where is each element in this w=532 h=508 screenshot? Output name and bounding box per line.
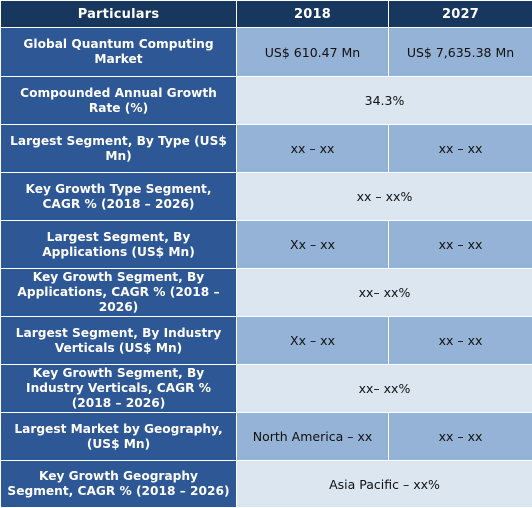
table-row: Largest Segment, By Type (US$ Mn) xx – x…: [1, 125, 532, 173]
row-label: Key Growth Geography Segment, CAGR % (20…: [1, 461, 237, 508]
row-label: Largest Segment, By Industry Verticals (…: [1, 317, 237, 365]
value-2027: xx – xx: [389, 317, 532, 365]
header-row: Particulars 2018 2027: [1, 1, 532, 28]
header-2027: 2027: [389, 1, 532, 28]
table-row: Compounded Annual Growth Rate (%) 34.3%: [1, 77, 532, 125]
merged-value: xx – xx%: [237, 173, 532, 221]
table-row: Largest Market by Geography, (US$ Mn) No…: [1, 413, 532, 461]
table-row: Key Growth Segment, By Applications, CAG…: [1, 269, 532, 317]
value-2018: Xx – xx: [237, 317, 389, 365]
value-2027: xx – xx: [389, 413, 532, 461]
header-particulars: Particulars: [1, 1, 237, 28]
merged-value: xx– xx%: [237, 365, 532, 413]
row-label: Key Growth Type Segment, CAGR % (2018 – …: [1, 173, 237, 221]
value-2018: US$ 610.47 Mn: [237, 28, 389, 77]
value-2027: US$ 7,635.38 Mn: [389, 28, 532, 77]
table-row: Key Growth Segment, By Industry Vertical…: [1, 365, 532, 413]
value-2018: North America – xx: [237, 413, 389, 461]
value-2018: xx – xx: [237, 125, 389, 173]
row-label: Key Growth Segment, By Industry Vertical…: [1, 365, 237, 413]
row-label: Largest Market by Geography, (US$ Mn): [1, 413, 237, 461]
header-2018: 2018: [237, 1, 389, 28]
value-2027: xx – xx: [389, 125, 532, 173]
merged-value: Asia Pacific – xx%: [237, 461, 532, 508]
table-row: Global Quantum Computing Market US$ 610.…: [1, 28, 532, 77]
value-2027: xx – xx: [389, 221, 532, 269]
value-2018: Xx – xx: [237, 221, 389, 269]
row-label: Key Growth Segment, By Applications, CAG…: [1, 269, 237, 317]
row-label: Global Quantum Computing Market: [1, 28, 237, 77]
merged-value: xx– xx%: [237, 269, 532, 317]
table-row: Largest Segment, By Applications (US$ Mn…: [1, 221, 532, 269]
row-label: Largest Segment, By Applications (US$ Mn…: [1, 221, 237, 269]
table-row: Key Growth Geography Segment, CAGR % (20…: [1, 461, 532, 508]
row-label: Compounded Annual Growth Rate (%): [1, 77, 237, 125]
merged-value: 34.3%: [237, 77, 532, 125]
table-row: Key Growth Type Segment, CAGR % (2018 – …: [1, 173, 532, 221]
row-label: Largest Segment, By Type (US$ Mn): [1, 125, 237, 173]
table-row: Largest Segment, By Industry Verticals (…: [1, 317, 532, 365]
